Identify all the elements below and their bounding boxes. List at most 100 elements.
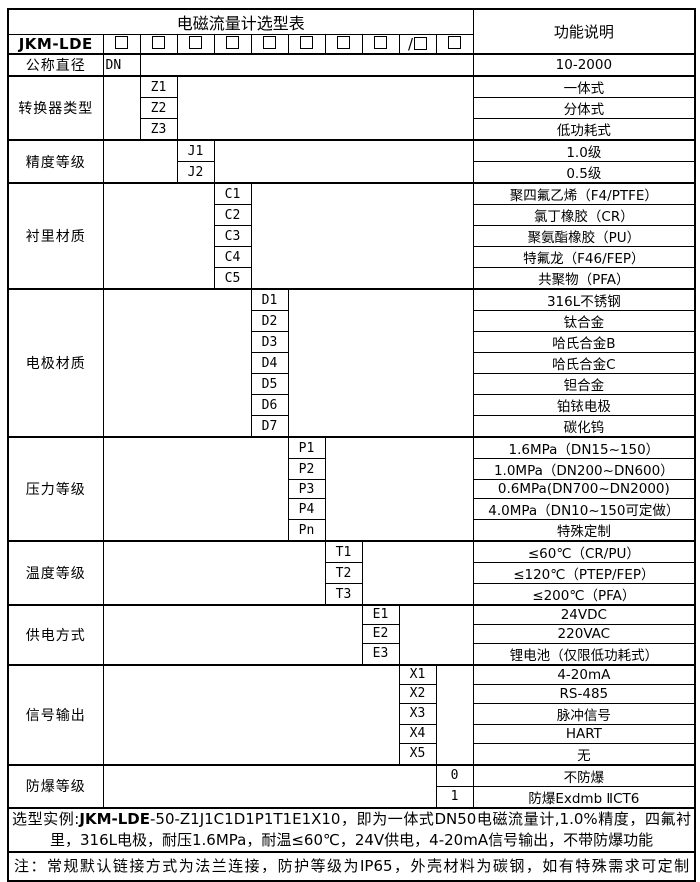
- code-cell: T3: [324, 583, 363, 606]
- code-box-cell: [176, 34, 215, 55]
- selection-table: 电磁流量计选型表 功能说明 JKM-LDE / 公称直径 DN 10-2000 转换器…: [7, 8, 697, 882]
- code-cell: P3: [287, 478, 326, 500]
- spacer-cell: [102, 540, 326, 606]
- description-cell: 1.0级: [472, 139, 696, 162]
- description-cell: 聚氨酯橡胶（PU）: [472, 225, 696, 247]
- code-box-cell: [361, 34, 400, 55]
- description-cell: 0.5级: [472, 161, 696, 184]
- description-cell: HART: [472, 723, 696, 744]
- description-cell: 不防爆: [472, 763, 696, 787]
- code-cell: E1: [361, 604, 400, 625]
- code-box-cell: [139, 34, 178, 55]
- code-box-cell: [213, 34, 252, 55]
- description-cell: 4.0MPa（DN10~150可定做）: [472, 498, 696, 521]
- table-title: 电磁流量计选型表: [7, 8, 474, 35]
- code-box-cell: /: [398, 34, 437, 55]
- code-cell: J2: [176, 161, 215, 184]
- code-cell: D5: [250, 373, 289, 395]
- code-cell: D6: [250, 394, 289, 416]
- description-cell: 一体式: [472, 75, 696, 98]
- spacer-cell: [102, 288, 252, 438]
- spacer-cell: [287, 288, 474, 438]
- code-cell: X3: [398, 702, 437, 725]
- description-cell: 10-2000: [472, 53, 696, 77]
- description-cell: ≤60℃（CR/PU）: [472, 540, 696, 564]
- spacer-cell: [139, 53, 474, 77]
- description-cell: 0.6MPa(DN700~DN2000): [472, 478, 696, 500]
- code-cell: X5: [398, 742, 437, 766]
- code-cell: E2: [361, 623, 400, 644]
- code-cell: Z1: [139, 75, 178, 98]
- code-cell: E3: [361, 642, 400, 666]
- group-label: 温度等级: [7, 540, 104, 606]
- code-cell: T2: [324, 562, 363, 585]
- code-cell: C2: [213, 204, 252, 226]
- checkbox-icon: [337, 36, 350, 49]
- spacer-cell: [102, 663, 400, 766]
- code-cell: C4: [213, 246, 252, 268]
- code-box-cell: [250, 34, 289, 55]
- code-box-cell: [102, 34, 141, 55]
- group-label: 供电方式: [7, 604, 104, 666]
- checkbox-icon: [448, 36, 462, 49]
- spacer-cell: [102, 139, 178, 184]
- description-cell: 分体式: [472, 97, 696, 119]
- description-cell: 24VDC: [472, 604, 696, 625]
- code-cell: P2: [287, 458, 326, 480]
- code-cell: C5: [213, 267, 252, 290]
- spacer-cell: [361, 540, 474, 606]
- code-box-cell: [287, 34, 326, 55]
- spacer-cell: [398, 604, 474, 666]
- code-cell: P4: [287, 498, 326, 521]
- description-cell: RS-485: [472, 683, 696, 704]
- code-cell: Z2: [139, 97, 178, 119]
- model-prefix: JKM-LDE: [7, 34, 104, 55]
- description-cell: 钽合金: [472, 373, 696, 395]
- checkbox-icon: [263, 36, 276, 49]
- code-cell: X4: [398, 723, 437, 744]
- code-cell: 0: [435, 763, 474, 787]
- example-row: 选型实例:JKM-LDE-50-Z1J1C1D1P1T1E1X10，即为一体式D…: [7, 806, 696, 853]
- description-cell: 聚四氟乙烯（F4/PTFE）: [472, 182, 696, 205]
- note-row: 注：常规默认链接方式为法兰连接，防护等级为IP65，外壳材料为碳钢，如有特殊需求…: [7, 850, 696, 882]
- code-cell: P1: [287, 436, 326, 459]
- slash-separator: /: [407, 35, 414, 53]
- code-cell: X1: [398, 663, 437, 685]
- function-column-header: 功能说明: [472, 8, 696, 55]
- description-cell: 316L不锈钢: [472, 288, 696, 311]
- example-prefix: 选型实例:: [12, 809, 80, 828]
- code-box-cell: [435, 34, 474, 55]
- checkbox-icon: [152, 36, 165, 49]
- spacer-cell: [435, 663, 474, 766]
- spacer-cell: [102, 604, 363, 666]
- description-cell: 无: [472, 742, 696, 766]
- description-cell: 共聚物（PFA）: [472, 267, 696, 290]
- description-cell: ≤200℃（PFA）: [472, 583, 696, 606]
- group-label: 电极材质: [7, 288, 104, 438]
- description-cell: 低功耗式: [472, 118, 696, 141]
- spacer-cell: [213, 139, 474, 184]
- description-cell: 1.6MPa（DN15~150）: [472, 436, 696, 459]
- description-cell: 哈氏合金C: [472, 352, 696, 374]
- group-label: 衬里材质: [7, 182, 104, 290]
- code-cell: D4: [250, 352, 289, 374]
- description-cell: 4-20mA: [472, 663, 696, 685]
- code-cell: T1: [324, 540, 363, 564]
- group-label: 精度等级: [7, 139, 104, 184]
- description-cell: ≤120℃（PTEP/FEP）: [472, 562, 696, 585]
- description-cell: 特殊定制: [472, 519, 696, 542]
- code-cell: D2: [250, 310, 289, 332]
- spacer-cell: [102, 182, 215, 290]
- description-cell: 1.0MPa（DN200~DN600）: [472, 458, 696, 480]
- checkbox-icon: [414, 37, 428, 50]
- group-label: 公称直径: [7, 53, 104, 77]
- example-model: JKM-LDE: [79, 809, 150, 828]
- group-label: 转换器类型: [7, 75, 104, 141]
- description-cell: 220VAC: [472, 623, 696, 644]
- spacer-cell: [176, 75, 474, 141]
- description-cell: 特氟龙（F46/FEP）: [472, 246, 696, 268]
- checkbox-icon: [374, 36, 387, 49]
- selection-rows: 公称直径 DN 10-2000 转换器类型 Z1 一体式 Z2 分体式 Z3 低功耗式 精度等级 J1…: [7, 53, 696, 809]
- checkbox-icon: [189, 36, 202, 49]
- checkbox-icon: [226, 36, 239, 49]
